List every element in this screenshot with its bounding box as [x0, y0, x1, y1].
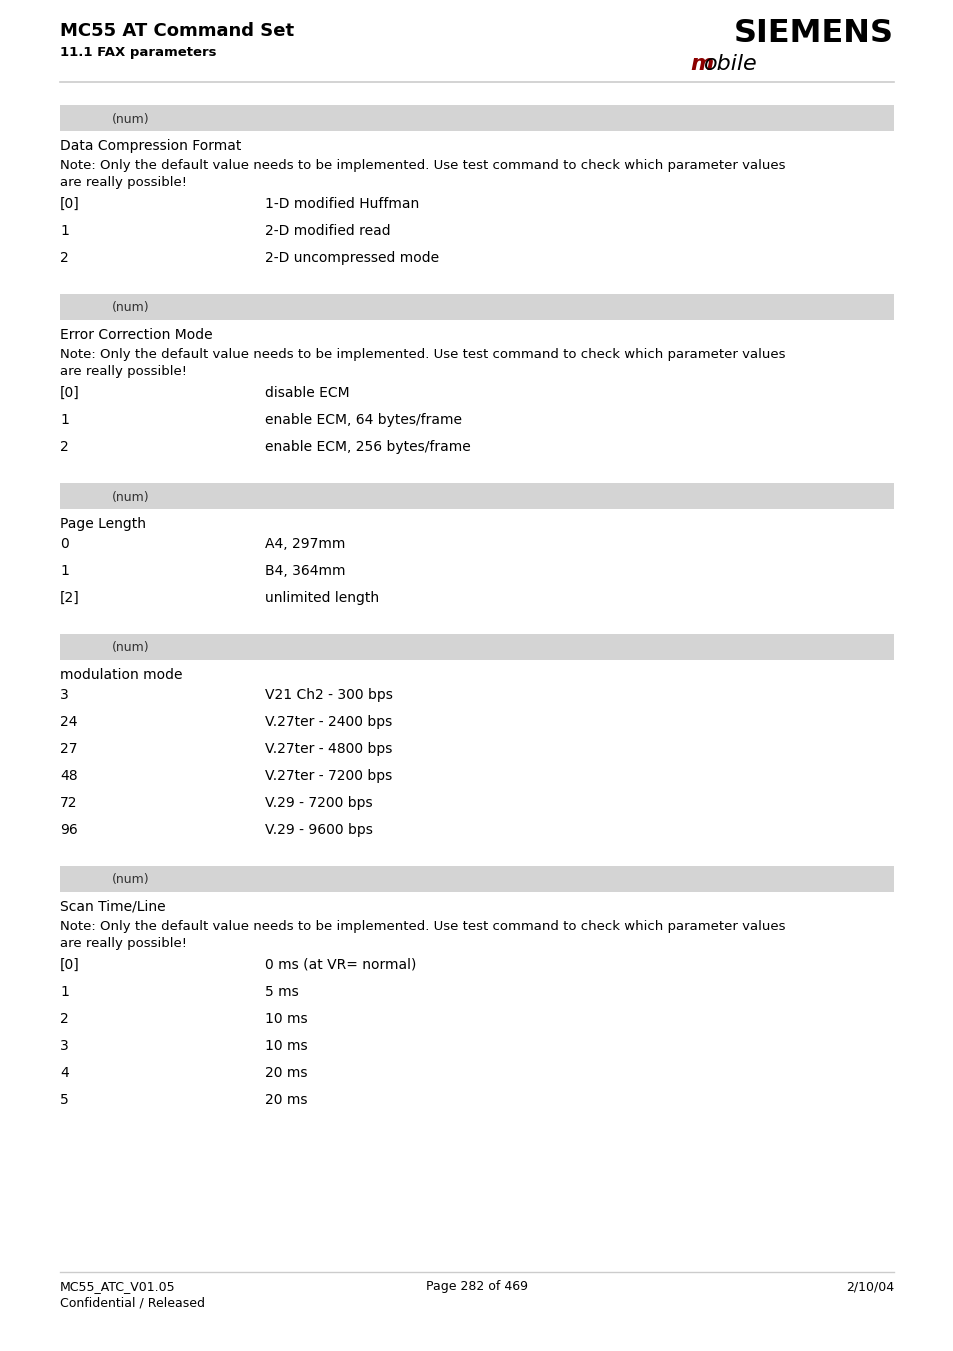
Text: 4: 4 [60, 1066, 69, 1079]
Text: V.29 - 7200 bps: V.29 - 7200 bps [265, 796, 373, 811]
Text: V21 Ch2 - 300 bps: V21 Ch2 - 300 bps [265, 688, 393, 703]
Text: 2-D modified read: 2-D modified read [265, 224, 390, 238]
Text: 2: 2 [60, 440, 69, 454]
Text: 1: 1 [60, 985, 69, 998]
Text: 96: 96 [60, 823, 77, 838]
Text: 1-D modified Huffman: 1-D modified Huffman [265, 197, 418, 211]
Text: 1: 1 [60, 413, 69, 427]
Text: (num): (num) [112, 301, 150, 315]
Bar [60, 484, 893, 509]
Text: 1: 1 [60, 224, 69, 238]
Text: [0]: [0] [60, 197, 80, 211]
Text: 5 ms: 5 ms [265, 985, 298, 998]
Text: 72: 72 [60, 796, 77, 811]
Text: (num): (num) [112, 874, 150, 886]
Text: MC55_ATC_V01.05: MC55_ATC_V01.05 [60, 1279, 175, 1293]
Text: MC55 AT Command Set: MC55 AT Command Set [60, 22, 294, 41]
Text: (num): (num) [112, 112, 150, 126]
Text: A4, 297mm: A4, 297mm [265, 536, 345, 551]
Text: [0]: [0] [60, 958, 80, 971]
Text: Scan Time/Line: Scan Time/Line [60, 900, 166, 915]
Text: V.27ter - 7200 bps: V.27ter - 7200 bps [265, 769, 392, 784]
Text: enable ECM, 256 bytes/frame: enable ECM, 256 bytes/frame [265, 440, 470, 454]
Text: Data Compression Format: Data Compression Format [60, 139, 241, 153]
Text: 24: 24 [60, 715, 77, 730]
Text: modulation mode: modulation mode [60, 667, 182, 682]
Text: 11.1 FAX parameters: 11.1 FAX parameters [60, 46, 216, 59]
Text: [2]: [2] [60, 590, 80, 605]
Text: 3: 3 [60, 688, 69, 703]
Text: 48: 48 [60, 769, 77, 784]
Text: are really possible!: are really possible! [60, 365, 187, 378]
Text: 3: 3 [60, 1039, 69, 1052]
Text: (num): (num) [112, 490, 150, 504]
Text: B4, 364mm: B4, 364mm [265, 563, 345, 578]
Text: 20 ms: 20 ms [265, 1066, 307, 1079]
Text: Note: Only the default value needs to be implemented. Use test command to check : Note: Only the default value needs to be… [60, 349, 784, 361]
Text: Page Length: Page Length [60, 517, 146, 531]
Bar [60, 634, 893, 661]
Text: V.27ter - 4800 bps: V.27ter - 4800 bps [265, 742, 392, 757]
Text: V.27ter - 2400 bps: V.27ter - 2400 bps [265, 715, 392, 730]
Text: 10 ms: 10 ms [265, 1039, 307, 1052]
Text: Note: Only the default value needs to be implemented. Use test command to check : Note: Only the default value needs to be… [60, 920, 784, 934]
Text: 5: 5 [60, 1093, 69, 1106]
Text: 2-D uncompressed mode: 2-D uncompressed mode [265, 251, 438, 265]
Bar [60, 295, 893, 320]
Text: obile: obile [703, 54, 757, 74]
Text: Note: Only the default value needs to be implemented. Use test command to check : Note: Only the default value needs to be… [60, 159, 784, 172]
Bar [60, 105, 893, 131]
Text: 0 ms (at VR= normal): 0 ms (at VR= normal) [265, 958, 416, 971]
Text: 10 ms: 10 ms [265, 1012, 307, 1025]
Text: are really possible!: are really possible! [60, 176, 187, 189]
Text: Page 282 of 469: Page 282 of 469 [426, 1279, 527, 1293]
Text: [0]: [0] [60, 386, 80, 400]
Text: SIEMENS: SIEMENS [733, 18, 893, 49]
Text: 2: 2 [60, 251, 69, 265]
Text: 0: 0 [60, 536, 69, 551]
Text: enable ECM, 64 bytes/frame: enable ECM, 64 bytes/frame [265, 413, 461, 427]
Text: Error Correction Mode: Error Correction Mode [60, 328, 213, 342]
Text: Confidential / Released: Confidential / Released [60, 1296, 205, 1309]
Text: 20 ms: 20 ms [265, 1093, 307, 1106]
Text: unlimited length: unlimited length [265, 590, 378, 605]
Bar [60, 866, 893, 892]
Text: m: m [689, 54, 713, 74]
Text: (num): (num) [112, 642, 150, 654]
Text: V.29 - 9600 bps: V.29 - 9600 bps [265, 823, 373, 838]
Text: 2: 2 [60, 1012, 69, 1025]
Text: 27: 27 [60, 742, 77, 757]
Text: are really possible!: are really possible! [60, 938, 187, 950]
Text: 1: 1 [60, 563, 69, 578]
Text: 2/10/04: 2/10/04 [845, 1279, 893, 1293]
Text: disable ECM: disable ECM [265, 386, 349, 400]
